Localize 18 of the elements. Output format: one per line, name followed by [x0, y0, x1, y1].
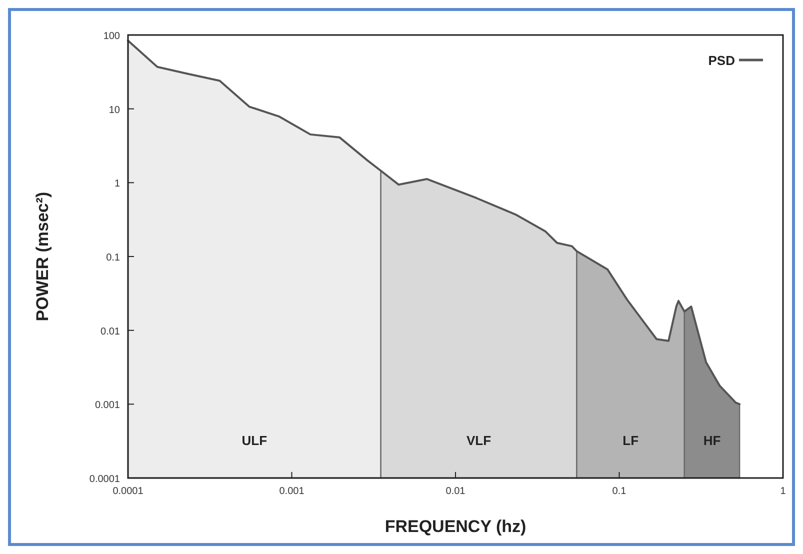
y-axis-title: POWER (msec²) — [33, 192, 52, 322]
x-tick-label: 1 — [780, 486, 786, 497]
x-tick-label: 0.01 — [446, 486, 466, 497]
y-tick-label: 0.0001 — [89, 474, 120, 485]
x-tick-label: 0.1 — [612, 486, 627, 497]
y-tick-label: 10 — [108, 104, 120, 116]
series-label: HF — [703, 433, 721, 448]
y-tick-label: 100 — [103, 31, 120, 42]
x-axis-title: FREQUENCY (hz) — [384, 517, 526, 536]
y-tick-label: 0.1 — [106, 252, 120, 264]
y-tick-label: 1 — [114, 178, 120, 190]
legend-label: PSD — [708, 53, 735, 68]
series-label: ULF — [242, 433, 268, 448]
y-tick-label: 0.01 — [100, 326, 120, 338]
y-tick-label: 0.001 — [94, 400, 120, 412]
x-tick-label: 0.001 — [279, 486, 305, 497]
series-label: LF — [622, 433, 639, 448]
series-label: VLF — [466, 433, 492, 448]
